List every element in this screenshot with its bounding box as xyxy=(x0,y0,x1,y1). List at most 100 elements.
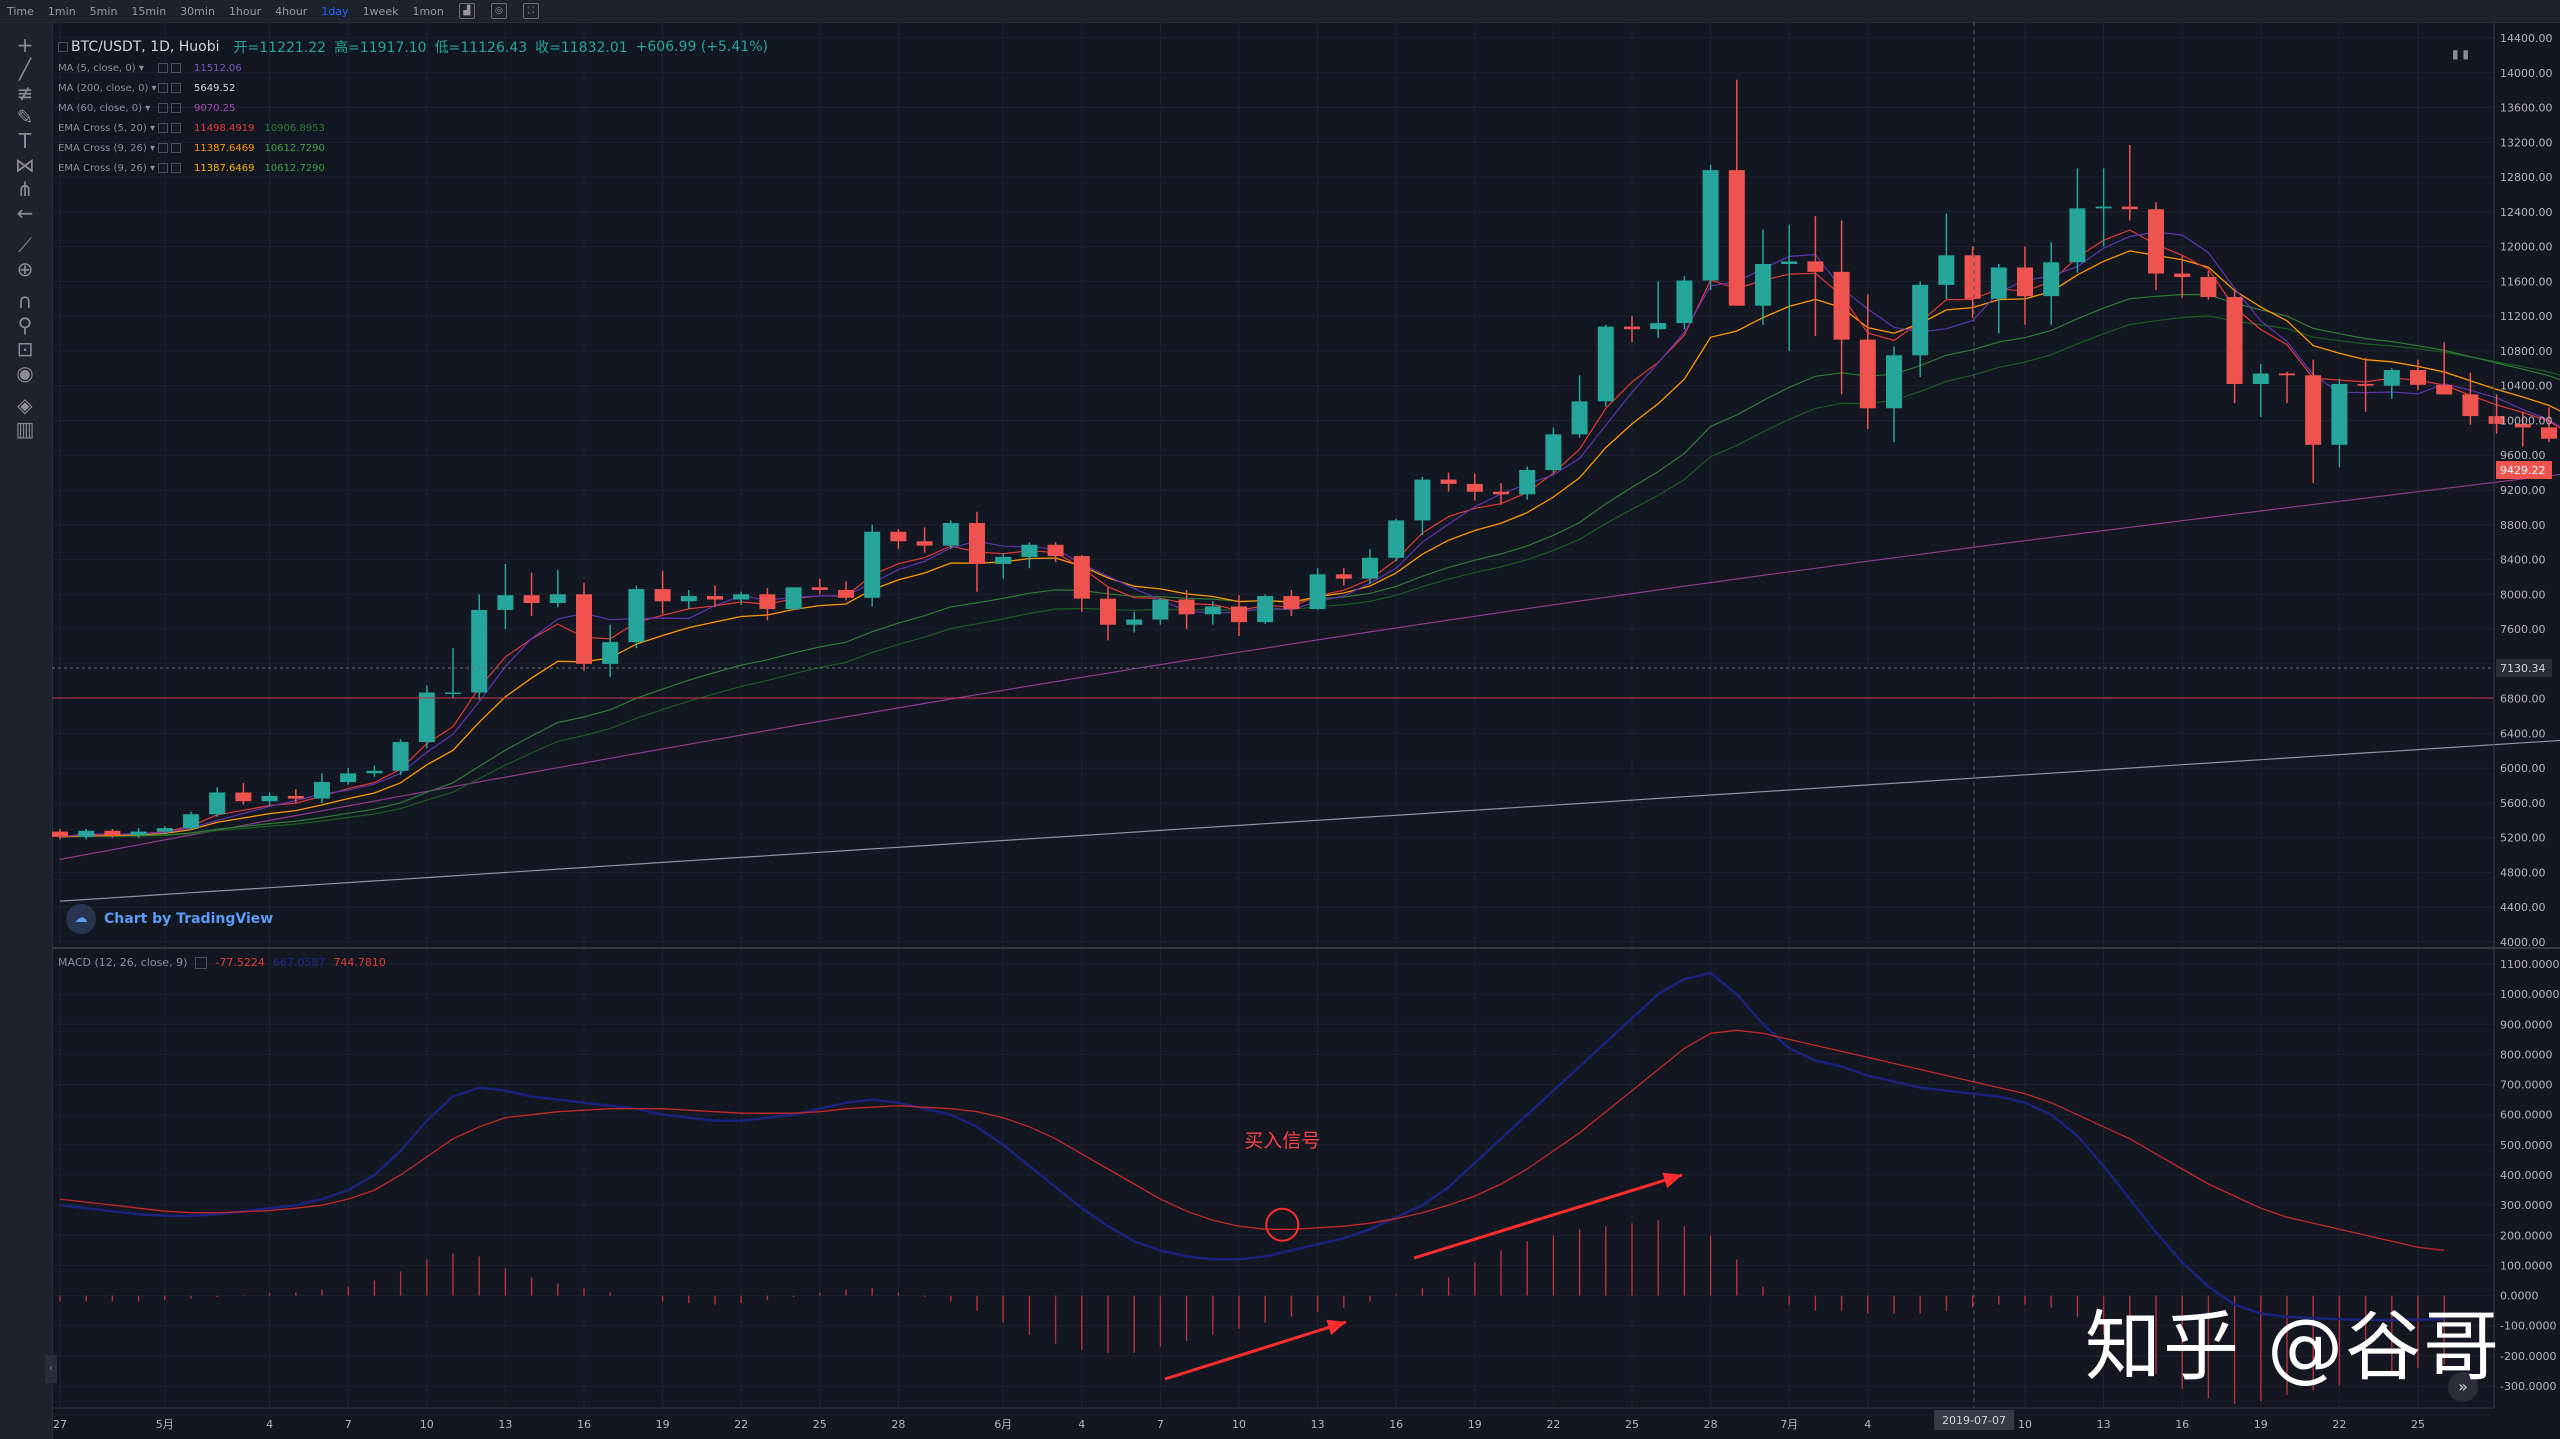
candles xyxy=(52,79,2557,840)
settings-icon[interactable] xyxy=(158,143,168,153)
price-axis-label: 14000.00 xyxy=(2500,67,2553,80)
settings-icon[interactable] xyxy=(195,956,208,969)
crosshair-date-text: 2019-07-07 xyxy=(1942,1414,2006,1427)
candle-body xyxy=(2279,373,2295,376)
indicator-name[interactable]: EMA Cross (9, 26) ▾ xyxy=(58,162,156,174)
timeframe-1day[interactable]: 1day xyxy=(321,4,349,18)
price-axis-label: 6800.00 xyxy=(2500,693,2546,706)
text-icon[interactable]: T xyxy=(18,129,32,153)
macd-title[interactable]: MACD (12, 26, close, 9) xyxy=(58,956,188,969)
chart-type-icon[interactable]: ▟ xyxy=(458,3,475,19)
back-arrow-icon[interactable]: ← xyxy=(16,201,34,225)
indicator-name[interactable]: EMA Cross (9, 26) ▾ xyxy=(58,142,156,154)
indicator-name[interactable]: MA (200, close, 0) ▾ xyxy=(58,82,157,94)
candle-body xyxy=(969,523,985,564)
time-axis-label: 25 xyxy=(2411,1418,2425,1431)
timeframe-1min[interactable]: 1min xyxy=(47,4,76,18)
timeframe-1week[interactable]: 1week xyxy=(362,4,399,18)
settings-icon[interactable] xyxy=(158,83,168,93)
time-axis-label: 19 xyxy=(2254,1418,2268,1431)
close-icon[interactable] xyxy=(171,123,181,133)
indicator-name[interactable]: MA (5, close, 0) ▾ xyxy=(58,62,144,74)
candle-body xyxy=(1938,255,1955,285)
close-icon[interactable] xyxy=(171,163,181,173)
macd-axis-label: 800.0000 xyxy=(2500,1048,2553,1061)
layout-icon[interactable]: ▮ ▮ xyxy=(2452,47,2470,61)
trend-line-icon[interactable]: ╱ xyxy=(18,57,32,81)
timeframe-1hour[interactable]: 1hour xyxy=(228,4,262,18)
candle-body xyxy=(1388,520,1405,558)
zoom-in-icon[interactable]: ⊕ xyxy=(16,257,34,281)
time-axis-label: 13 xyxy=(1311,1418,1325,1431)
fib-icon[interactable]: ≢ xyxy=(16,81,34,105)
close-icon[interactable] xyxy=(171,63,181,73)
settings-icon[interactable] xyxy=(158,163,168,173)
magnet-icon[interactable]: ∩ xyxy=(17,289,33,313)
brush-icon[interactable]: ✎ xyxy=(16,105,34,129)
timeframe-time[interactable]: Time xyxy=(7,4,34,18)
collapse-pane-icon[interactable]: ‹ xyxy=(45,1355,57,1383)
layers-icon[interactable]: ◈ xyxy=(17,393,33,417)
ruler-icon[interactable]: ⟋ xyxy=(18,233,32,257)
lock-drawing-icon[interactable]: ⚲ xyxy=(17,313,33,337)
pattern-icon[interactable]: ⋈ xyxy=(15,153,35,177)
candle-body xyxy=(2488,416,2505,424)
chart-legend: BTC/USDT, 1D, Huobi 开=11221.22 高=11917.1… xyxy=(58,36,776,178)
candle-body xyxy=(1073,556,1090,599)
indicators-icon[interactable]: ◎ xyxy=(490,3,507,19)
time-axis-label: 22 xyxy=(734,1418,748,1431)
symbol-title[interactable]: BTC/USDT, 1D, Huobi xyxy=(71,39,220,55)
arrow-head xyxy=(1326,1319,1346,1336)
eye-icon[interactable]: ◉ xyxy=(16,361,34,385)
price-axis-label: 5200.00 xyxy=(2500,832,2546,845)
close-icon[interactable] xyxy=(171,103,181,113)
trash-icon[interactable]: ▥ xyxy=(15,417,35,441)
time-axis-label: 19 xyxy=(656,1418,670,1431)
indicator-value: 9070.25 xyxy=(194,102,236,114)
time-axis-label: 10 xyxy=(2018,1418,2032,1431)
timeframe-4hour[interactable]: 4hour xyxy=(275,4,308,18)
buy-signal-circle xyxy=(1265,1207,1300,1242)
timeframe-5min[interactable]: 5min xyxy=(89,4,118,18)
fullscreen-icon[interactable]: ⛶ xyxy=(522,3,539,19)
tradingview-badge[interactable]: ☁ Chart by TradingView xyxy=(66,904,273,934)
macd-axis-label: 0.0000 xyxy=(2500,1290,2539,1303)
candle-body xyxy=(602,642,619,664)
timeframe-30min[interactable]: 30min xyxy=(180,4,215,18)
timeframe-15min[interactable]: 15min xyxy=(131,4,167,18)
candle-body xyxy=(2305,375,2322,445)
macd-axis-label: -100.0000 xyxy=(2500,1320,2556,1333)
collapse-icon[interactable] xyxy=(58,42,68,52)
candle-body xyxy=(1755,264,1771,306)
macd-axis-label: 600.0000 xyxy=(2500,1109,2553,1122)
ema20-line xyxy=(59,293,2560,838)
close-icon[interactable] xyxy=(171,143,181,153)
settings-icon[interactable] xyxy=(158,103,168,113)
indicator-name[interactable]: MA (60, close, 0) ▾ xyxy=(58,102,151,114)
candle-body xyxy=(314,782,330,799)
settings-icon[interactable] xyxy=(158,123,168,133)
macd-line xyxy=(59,971,2445,1322)
settings-icon[interactable] xyxy=(158,63,168,73)
price-axis-label: 8400.00 xyxy=(2500,554,2546,567)
candle-body xyxy=(2174,273,2191,278)
indicator-name[interactable]: EMA Cross (5, 20) ▾ xyxy=(58,122,156,134)
lock-icon[interactable]: ⊡ xyxy=(16,337,34,361)
candle-body xyxy=(183,814,199,829)
candle-body xyxy=(1152,599,1169,620)
ma200-line xyxy=(59,739,2560,902)
macd-axis-label: -300.0000 xyxy=(2500,1380,2556,1393)
low-value: 低=11126.43 xyxy=(434,40,528,56)
price-axis-label: 8800.00 xyxy=(2500,519,2546,532)
indicator-value: 10612.7290 xyxy=(264,162,325,174)
arrow-line xyxy=(1164,1320,1347,1381)
candle-body xyxy=(1100,598,1116,625)
crosshair-icon[interactable]: + xyxy=(16,33,34,57)
scroll-to-latest-icon[interactable]: » xyxy=(2448,1372,2478,1402)
timeframe-toolbar: Time 1min 5min 15min 30min 1hour 4hour 1day 1wee… xyxy=(0,0,2560,23)
prediction-icon[interactable]: ⋔ xyxy=(16,177,34,201)
indicator-value: 11512.06 xyxy=(194,62,242,74)
close-icon[interactable] xyxy=(171,83,181,93)
timeframe-1mon[interactable]: 1mon xyxy=(412,4,444,18)
